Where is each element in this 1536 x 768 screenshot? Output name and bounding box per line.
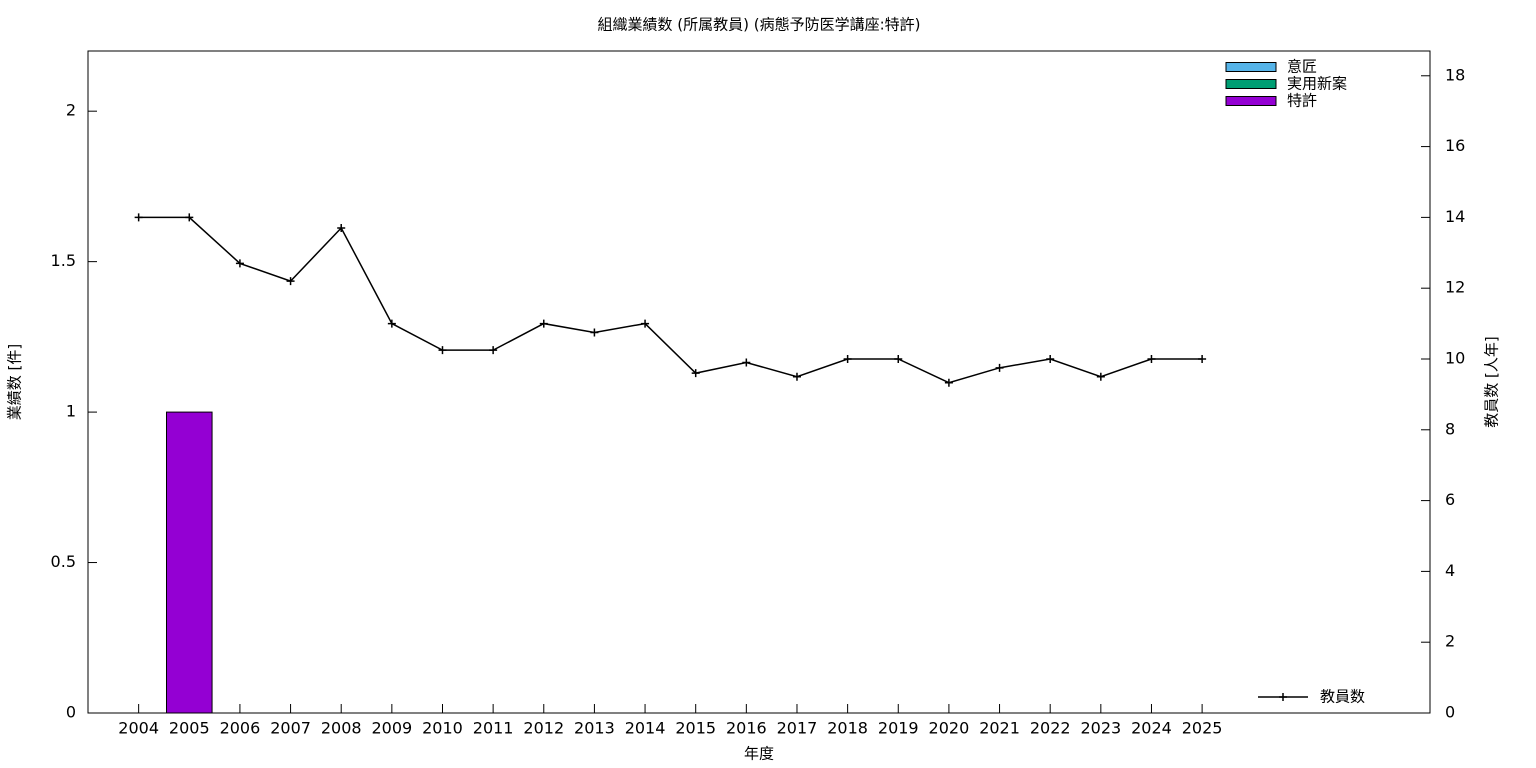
x-tick-label: 2013	[574, 719, 615, 738]
y2-tick-label: 12	[1445, 278, 1465, 297]
point-marker	[894, 354, 903, 363]
y-tick-label: 0.5	[51, 552, 76, 571]
point-marker	[995, 363, 1004, 372]
x-tick-label: 2011	[473, 719, 514, 738]
point-marker	[286, 277, 295, 286]
x-tick-label: 2024	[1131, 719, 1172, 738]
point-marker	[1147, 354, 1156, 363]
y2-tick-label: 4	[1445, 561, 1455, 580]
y-axis-label: 業績数 [件]	[6, 344, 24, 420]
point-marker	[539, 319, 548, 328]
point-marker	[742, 358, 751, 367]
x-tick-label: 2006	[220, 719, 261, 738]
y-tick-label: 1.5	[51, 251, 76, 270]
legend-label: 実用新案	[1287, 75, 1347, 93]
x-tick-label: 2020	[929, 719, 970, 738]
y2-tick-label: 14	[1445, 207, 1465, 226]
y2-tick-label: 8	[1445, 419, 1455, 438]
y2-tick-label: 18	[1445, 65, 1465, 84]
x-tick-label: 2005	[169, 719, 210, 738]
x-tick-label: 2004	[118, 719, 159, 738]
x-tick-label: 2023	[1080, 719, 1121, 738]
point-marker	[1198, 354, 1207, 363]
line-series	[138, 216, 1203, 384]
y2-tick-label: 10	[1445, 348, 1465, 367]
x-tick-label: 2012	[523, 719, 564, 738]
x-tick-label: 2007	[270, 719, 311, 738]
x-tick-label: 2015	[675, 719, 716, 738]
y2-axis-label: 教員数 [人年]	[1483, 336, 1501, 427]
chart-title: 組織業績数 (所属教員) (病態予防医学講座:特許)	[597, 16, 920, 34]
x-tick-label: 2009	[371, 719, 412, 738]
x-tick-label: 2025	[1182, 719, 1223, 738]
point-marker	[489, 346, 498, 355]
point-marker	[134, 213, 143, 222]
legend-swatch	[1225, 79, 1277, 89]
x-axis-label: 年度	[744, 745, 774, 763]
y2-tick-label: 16	[1445, 136, 1465, 155]
legend-swatch	[1225, 96, 1277, 106]
legend-label: 意匠	[1287, 58, 1317, 76]
point-marker	[337, 224, 346, 233]
point-marker	[1096, 372, 1105, 381]
x-tick-label: 2010	[422, 719, 463, 738]
x-tick-label: 2008	[321, 719, 362, 738]
point-marker	[691, 369, 700, 378]
point-marker	[590, 328, 599, 337]
y-tick-label: 0	[66, 703, 76, 722]
point-marker	[792, 372, 801, 381]
x-tick-label: 2018	[827, 719, 868, 738]
point-marker	[641, 319, 650, 328]
point-marker	[843, 354, 852, 363]
y2-tick-label: 6	[1445, 490, 1455, 509]
legend-marker	[1279, 693, 1287, 701]
x-tick-label: 2014	[625, 719, 666, 738]
point-marker	[1046, 354, 1055, 363]
legend-swatch	[1225, 62, 1277, 72]
y-tick-label: 1	[66, 402, 76, 421]
x-tick-label: 2022	[1030, 719, 1071, 738]
y2-tick-label: 2	[1445, 632, 1455, 651]
x-tick-label: 2017	[777, 719, 818, 738]
x-tick-label: 2021	[979, 719, 1020, 738]
point-marker	[387, 319, 396, 328]
point-marker	[235, 259, 244, 268]
point-marker	[438, 346, 447, 355]
y-tick-label: 2	[66, 101, 76, 120]
x-tick-label: 2016	[726, 719, 767, 738]
x-tick-label: 2019	[878, 719, 919, 738]
legend-label: 特許	[1287, 92, 1317, 110]
point-marker	[944, 378, 953, 387]
point-marker	[185, 213, 194, 222]
y2-tick-label: 0	[1445, 703, 1455, 722]
plot-frame	[87, 50, 1431, 714]
legend-label: 教員数	[1320, 688, 1365, 706]
bar	[165, 411, 213, 714]
